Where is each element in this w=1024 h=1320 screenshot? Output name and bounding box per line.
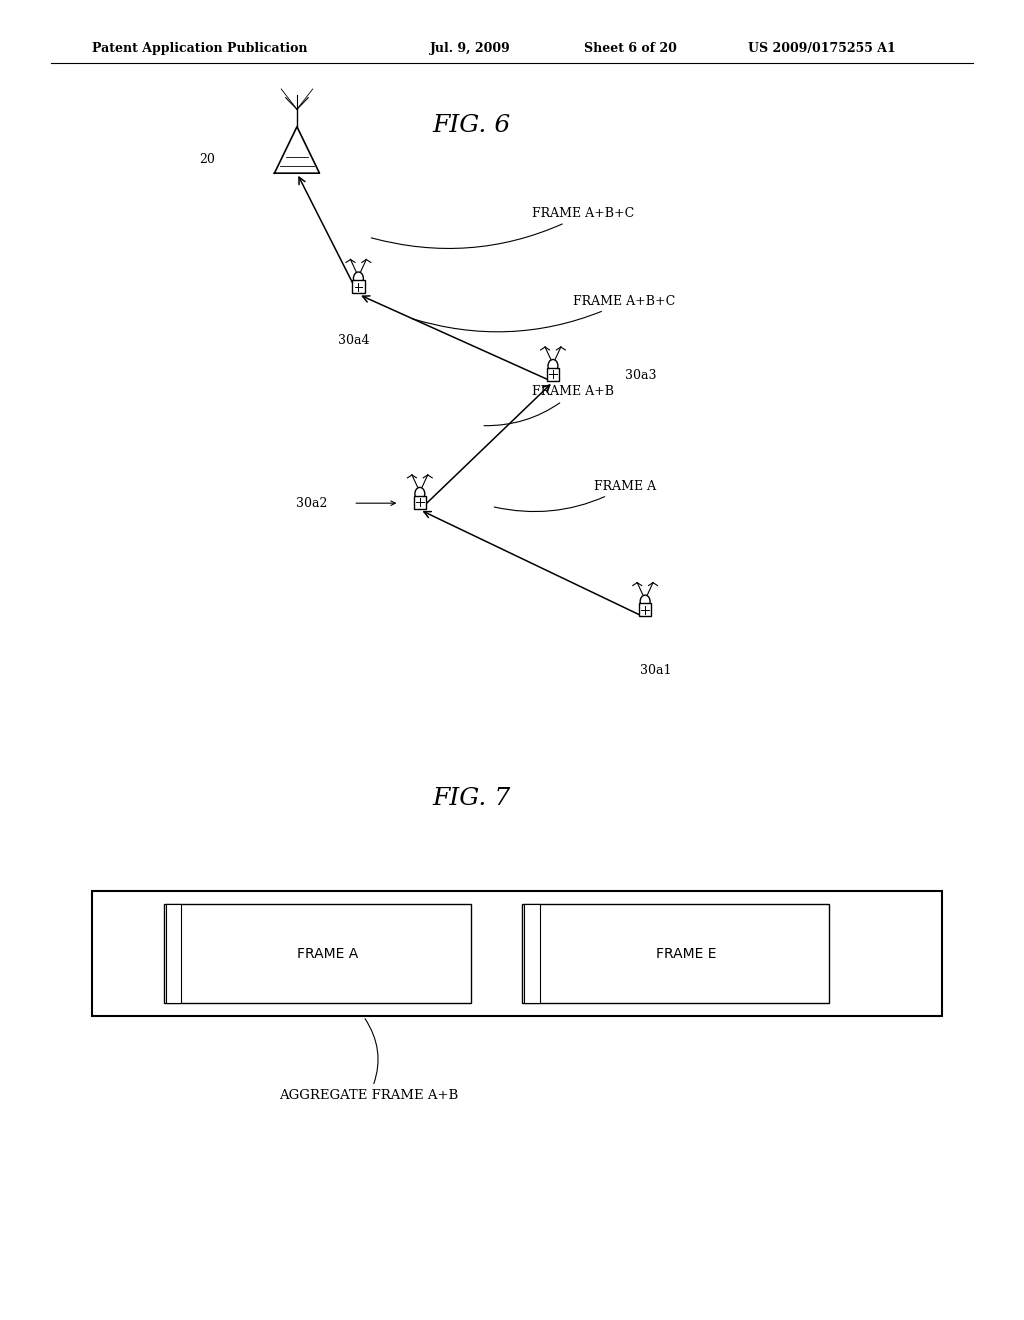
Text: FRAME A+B: FRAME A+B	[484, 385, 614, 426]
Bar	[547, 368, 559, 380]
Text: Jul. 9, 2009: Jul. 9, 2009	[430, 42, 511, 55]
Bar	[166, 904, 181, 1003]
Text: FRAME A+B+C: FRAME A+B+C	[413, 294, 676, 331]
FancyBboxPatch shape	[92, 891, 942, 1016]
Text: Sheet 6 of 20: Sheet 6 of 20	[584, 42, 677, 55]
Circle shape	[415, 487, 425, 500]
Text: FIG. 6: FIG. 6	[432, 114, 510, 137]
Text: 30a3: 30a3	[625, 368, 656, 381]
Text: 30a4: 30a4	[338, 334, 369, 347]
Circle shape	[548, 359, 558, 372]
Text: 30a2: 30a2	[296, 496, 328, 510]
FancyBboxPatch shape	[164, 904, 471, 1003]
Text: AGGREGATE FRAME A+B: AGGREGATE FRAME A+B	[279, 1019, 459, 1102]
Bar	[639, 603, 651, 616]
Bar	[524, 904, 540, 1003]
Text: FRAME E: FRAME E	[655, 946, 717, 961]
Bar	[414, 495, 426, 508]
Text: 20: 20	[199, 153, 215, 166]
Circle shape	[640, 595, 650, 609]
Text: FRAME A: FRAME A	[297, 946, 358, 961]
Text: Patent Application Publication: Patent Application Publication	[92, 42, 307, 55]
FancyBboxPatch shape	[522, 904, 829, 1003]
Text: US 2009/0175255 A1: US 2009/0175255 A1	[748, 42, 895, 55]
Circle shape	[353, 272, 364, 285]
Text: FIG. 7: FIG. 7	[432, 787, 510, 810]
Text: FRAME A+B+C: FRAME A+B+C	[372, 207, 635, 248]
Text: FRAME A: FRAME A	[495, 479, 656, 512]
Bar	[352, 280, 365, 293]
Text: 30a1: 30a1	[640, 664, 671, 677]
